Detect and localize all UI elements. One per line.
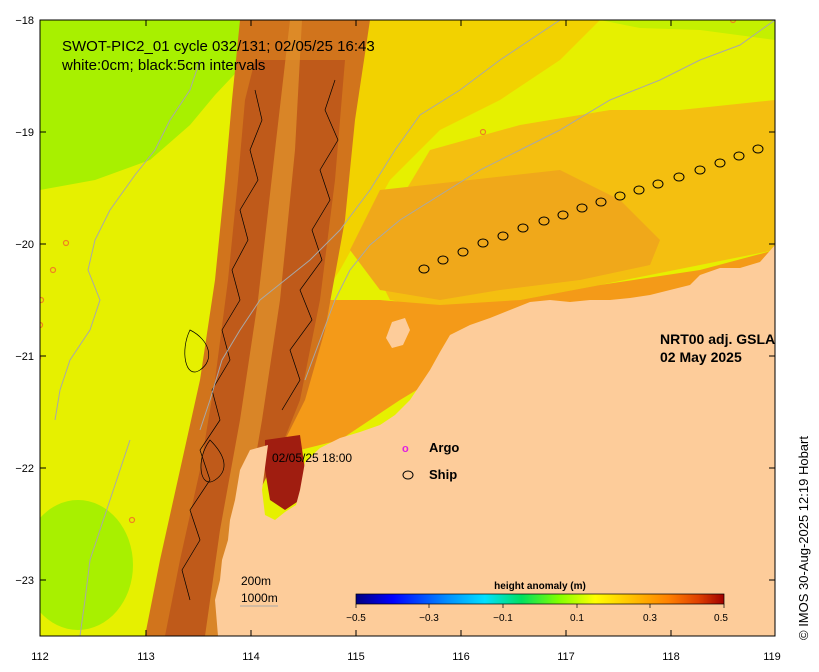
colorbar: height anomaly (m) −0.5 −0.3 −0.1 0.1 0.…: [346, 581, 728, 624]
plot-frame: [39, 19, 776, 637]
x-tick-label: 112: [31, 651, 49, 663]
swot-swath-center: [205, 20, 302, 636]
colorbar-tick-label: −0.5: [346, 613, 366, 624]
green-patch-southwest: [40, 500, 133, 630]
x-tick-label: 114: [242, 651, 260, 663]
ship-legend-icon: [402, 470, 414, 480]
credit-text: © IMOS 30-Aug-2025 12:19 Hobart: [796, 436, 811, 640]
track-time-annotation: 02/05/25 18:00: [272, 451, 352, 465]
argo-legend-icon: o: [402, 443, 409, 455]
map-title: SWOT-PIC2_01 cycle 032/131; 02/05/25 16:…: [62, 38, 375, 55]
green-patch-northwest: [40, 20, 250, 190]
x-tick-label: 113: [137, 651, 155, 663]
y-tick-label: −23: [15, 575, 34, 587]
swath-anomaly-hotspot: [265, 435, 305, 510]
argo-legend-label: Argo: [429, 440, 459, 455]
colorbar-gradient: [355, 593, 725, 605]
y-tick-label: −18: [15, 15, 34, 27]
x-axis-ticks: [39, 20, 776, 636]
colorbar-tick-label: −0.1: [493, 613, 513, 624]
colorbar-title: height anomaly (m): [494, 581, 586, 592]
y-tick-label: −21: [15, 351, 34, 363]
y-tick-label: −20: [15, 239, 34, 251]
y-tick-label: −19: [15, 127, 34, 139]
y-tick-label: −22: [15, 463, 34, 475]
barrow-island: [386, 318, 410, 348]
depth-label-200m: 200m: [241, 574, 271, 588]
y-axis-ticks: [40, 19, 775, 581]
bathymetry-contours: [54, 20, 775, 636]
ship-track: [418, 144, 764, 274]
contour-lines: [181, 79, 339, 601]
x-tick-label: 117: [557, 651, 575, 663]
map-plot-area: [40, 20, 775, 636]
colorbar-tick-label: −0.3: [419, 613, 439, 624]
x-tick-label: 119: [763, 651, 781, 663]
product-name: NRT00 adj. GSLA: [660, 331, 775, 347]
legend: o Argo Ship: [402, 440, 459, 482]
ship-legend-label: Ship: [429, 467, 457, 482]
colorbar-tick-label: 0.3: [643, 613, 657, 624]
green-patch-northeast: [600, 20, 775, 40]
colorbar-tick-label: 0.5: [714, 613, 728, 624]
x-tick-label: 118: [662, 651, 680, 663]
depth-label-1000m: 1000m: [241, 591, 278, 605]
x-tick-label: 116: [452, 651, 470, 663]
product-date: 02 May 2025: [660, 349, 742, 365]
x-tick-label: 115: [347, 651, 365, 663]
map-subtitle: white:0cm; black:5cm intervals: [61, 57, 265, 74]
colorbar-tick-label: 0.1: [570, 613, 584, 624]
land-mass: [215, 245, 775, 636]
